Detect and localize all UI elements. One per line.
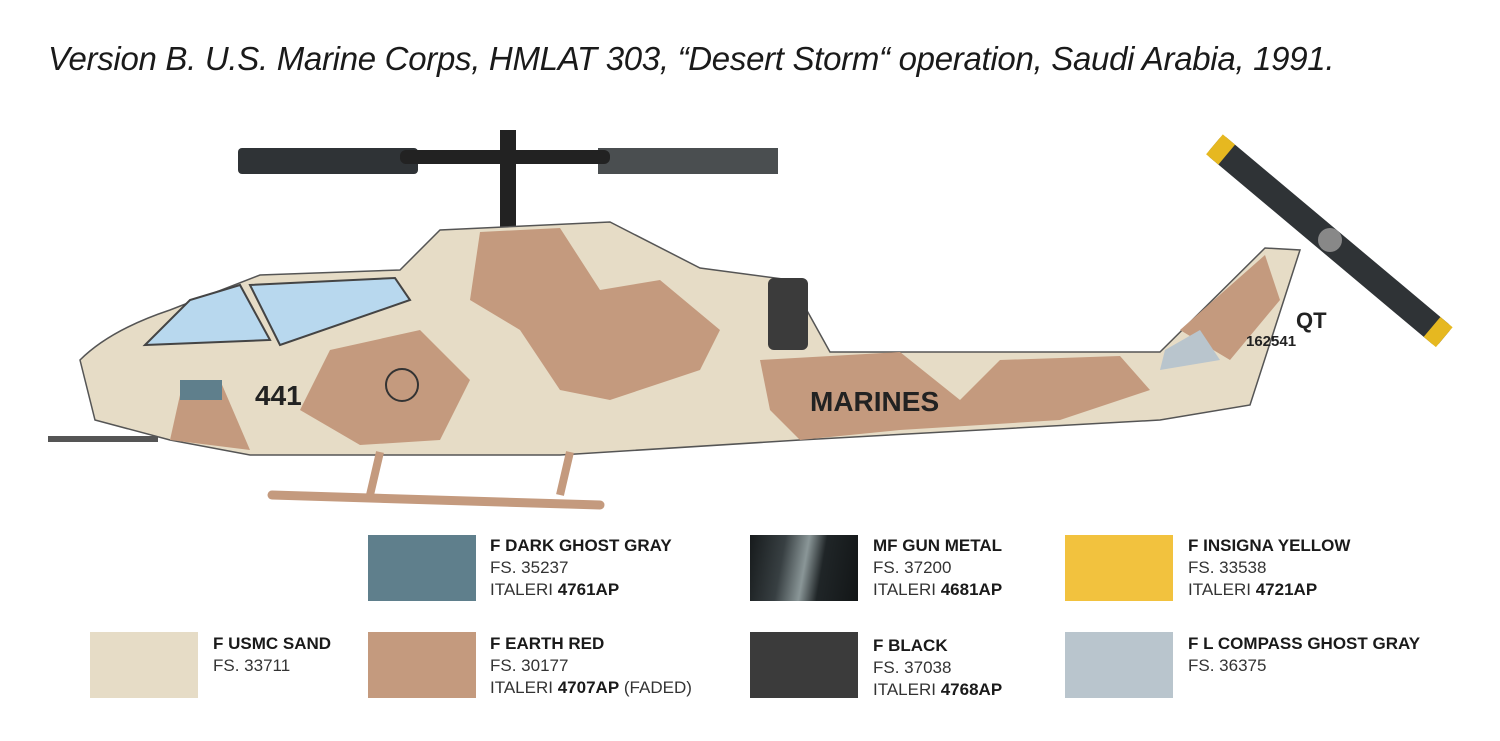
paint-name: F USMC SAND — [213, 634, 332, 653]
paint-note: (FADED) — [623, 678, 692, 697]
rotor-blade — [598, 148, 778, 174]
swatch — [750, 632, 858, 698]
swatch-label: F INSIGNA YELLOW FS. 33538 ITALERI 4721A… — [1188, 535, 1350, 601]
title: Version B. U.S. Marine Corps, HMLAT 303,… — [48, 40, 1335, 77]
brand: ITALERI — [873, 680, 936, 699]
helicopter-illustration: 441 MARINES QT 162541 — [48, 130, 1453, 510]
swatch — [1065, 632, 1173, 698]
italeri-line: ITALERI 4721AP — [1188, 579, 1350, 601]
swatch-label: F EARTH RED FS. 30177 ITALERI 4707AP (FA… — [490, 633, 692, 699]
fs-code: FS. 37200 — [873, 558, 952, 577]
tail-hub — [1318, 228, 1342, 252]
camo-patch — [760, 352, 1150, 440]
fs-code: FS. 33538 — [1188, 558, 1267, 577]
italeri-line: ITALERI 4681AP — [873, 579, 1002, 601]
swatch-label: F USMC SAND FS. 33711 — [213, 633, 331, 677]
italeri-line: ITALERI 4761AP — [490, 579, 672, 601]
paint-name: MF GUN METAL — [873, 536, 1003, 555]
camo-patch — [300, 330, 470, 445]
italeri-line: ITALERI 4707AP (FADED) — [490, 677, 692, 699]
swatch-label: F L COMPASS GHOST GRAY FS. 36375 — [1188, 633, 1420, 677]
paint-name: F INSIGNA YELLOW — [1188, 536, 1351, 555]
paint-name: F BLACK — [873, 636, 948, 655]
swatch — [1065, 535, 1173, 601]
paint-code: 4768AP — [940, 680, 1003, 699]
paint-code: 4707AP — [557, 678, 620, 697]
canopy — [142, 283, 272, 347]
brand: ITALERI — [490, 580, 553, 599]
exhaust — [768, 278, 808, 350]
fs-code: FS. 30177 — [490, 656, 569, 675]
fs-code: FS. 33711 — [213, 656, 291, 675]
brand: ITALERI — [490, 678, 553, 697]
gun — [48, 436, 158, 442]
swatch — [750, 535, 858, 601]
mast — [500, 130, 516, 230]
swatch-label: F DARK GHOST GRAY FS. 35237 ITALERI 4761… — [490, 535, 672, 601]
swatch — [368, 632, 476, 698]
insignia — [385, 368, 419, 402]
paint-name: F L COMPASS GHOST GRAY — [1188, 634, 1421, 653]
tail-patch — [1160, 330, 1220, 370]
nose-patch — [180, 380, 222, 400]
skid — [267, 490, 605, 510]
tail-code: QT — [1296, 308, 1327, 333]
swatch-label: F BLACK FS. 37038 ITALERI 4768AP — [873, 635, 1002, 701]
paint-name: F EARTH RED — [490, 634, 605, 653]
brand: ITALERI — [1188, 580, 1251, 599]
camo-patch — [1180, 255, 1280, 360]
paint-code: 4721AP — [1255, 580, 1318, 599]
rotor-blade — [238, 148, 418, 174]
canopy — [248, 276, 412, 347]
side-marking: MARINES — [810, 386, 939, 417]
italeri-line: ITALERI 4768AP — [873, 679, 1002, 701]
fs-code: FS. 35237 — [490, 558, 569, 577]
fs-code: FS. 37038 — [873, 658, 952, 677]
brand: ITALERI — [873, 580, 936, 599]
fs-code: FS. 36375 — [1188, 656, 1267, 675]
paint-code: 4681AP — [940, 580, 1003, 599]
camo-patch — [470, 228, 720, 400]
serial: 162541 — [1246, 333, 1296, 350]
skid-strut — [366, 451, 574, 496]
swatch — [368, 535, 476, 601]
swatch-label: MF GUN METAL FS. 37200 ITALERI 4681AP — [873, 535, 1002, 601]
nose-number: 441 — [255, 380, 302, 411]
swatch — [90, 632, 198, 698]
paint-code: 4761AP — [557, 580, 620, 599]
paint-name: F DARK GHOST GRAY — [490, 536, 672, 555]
